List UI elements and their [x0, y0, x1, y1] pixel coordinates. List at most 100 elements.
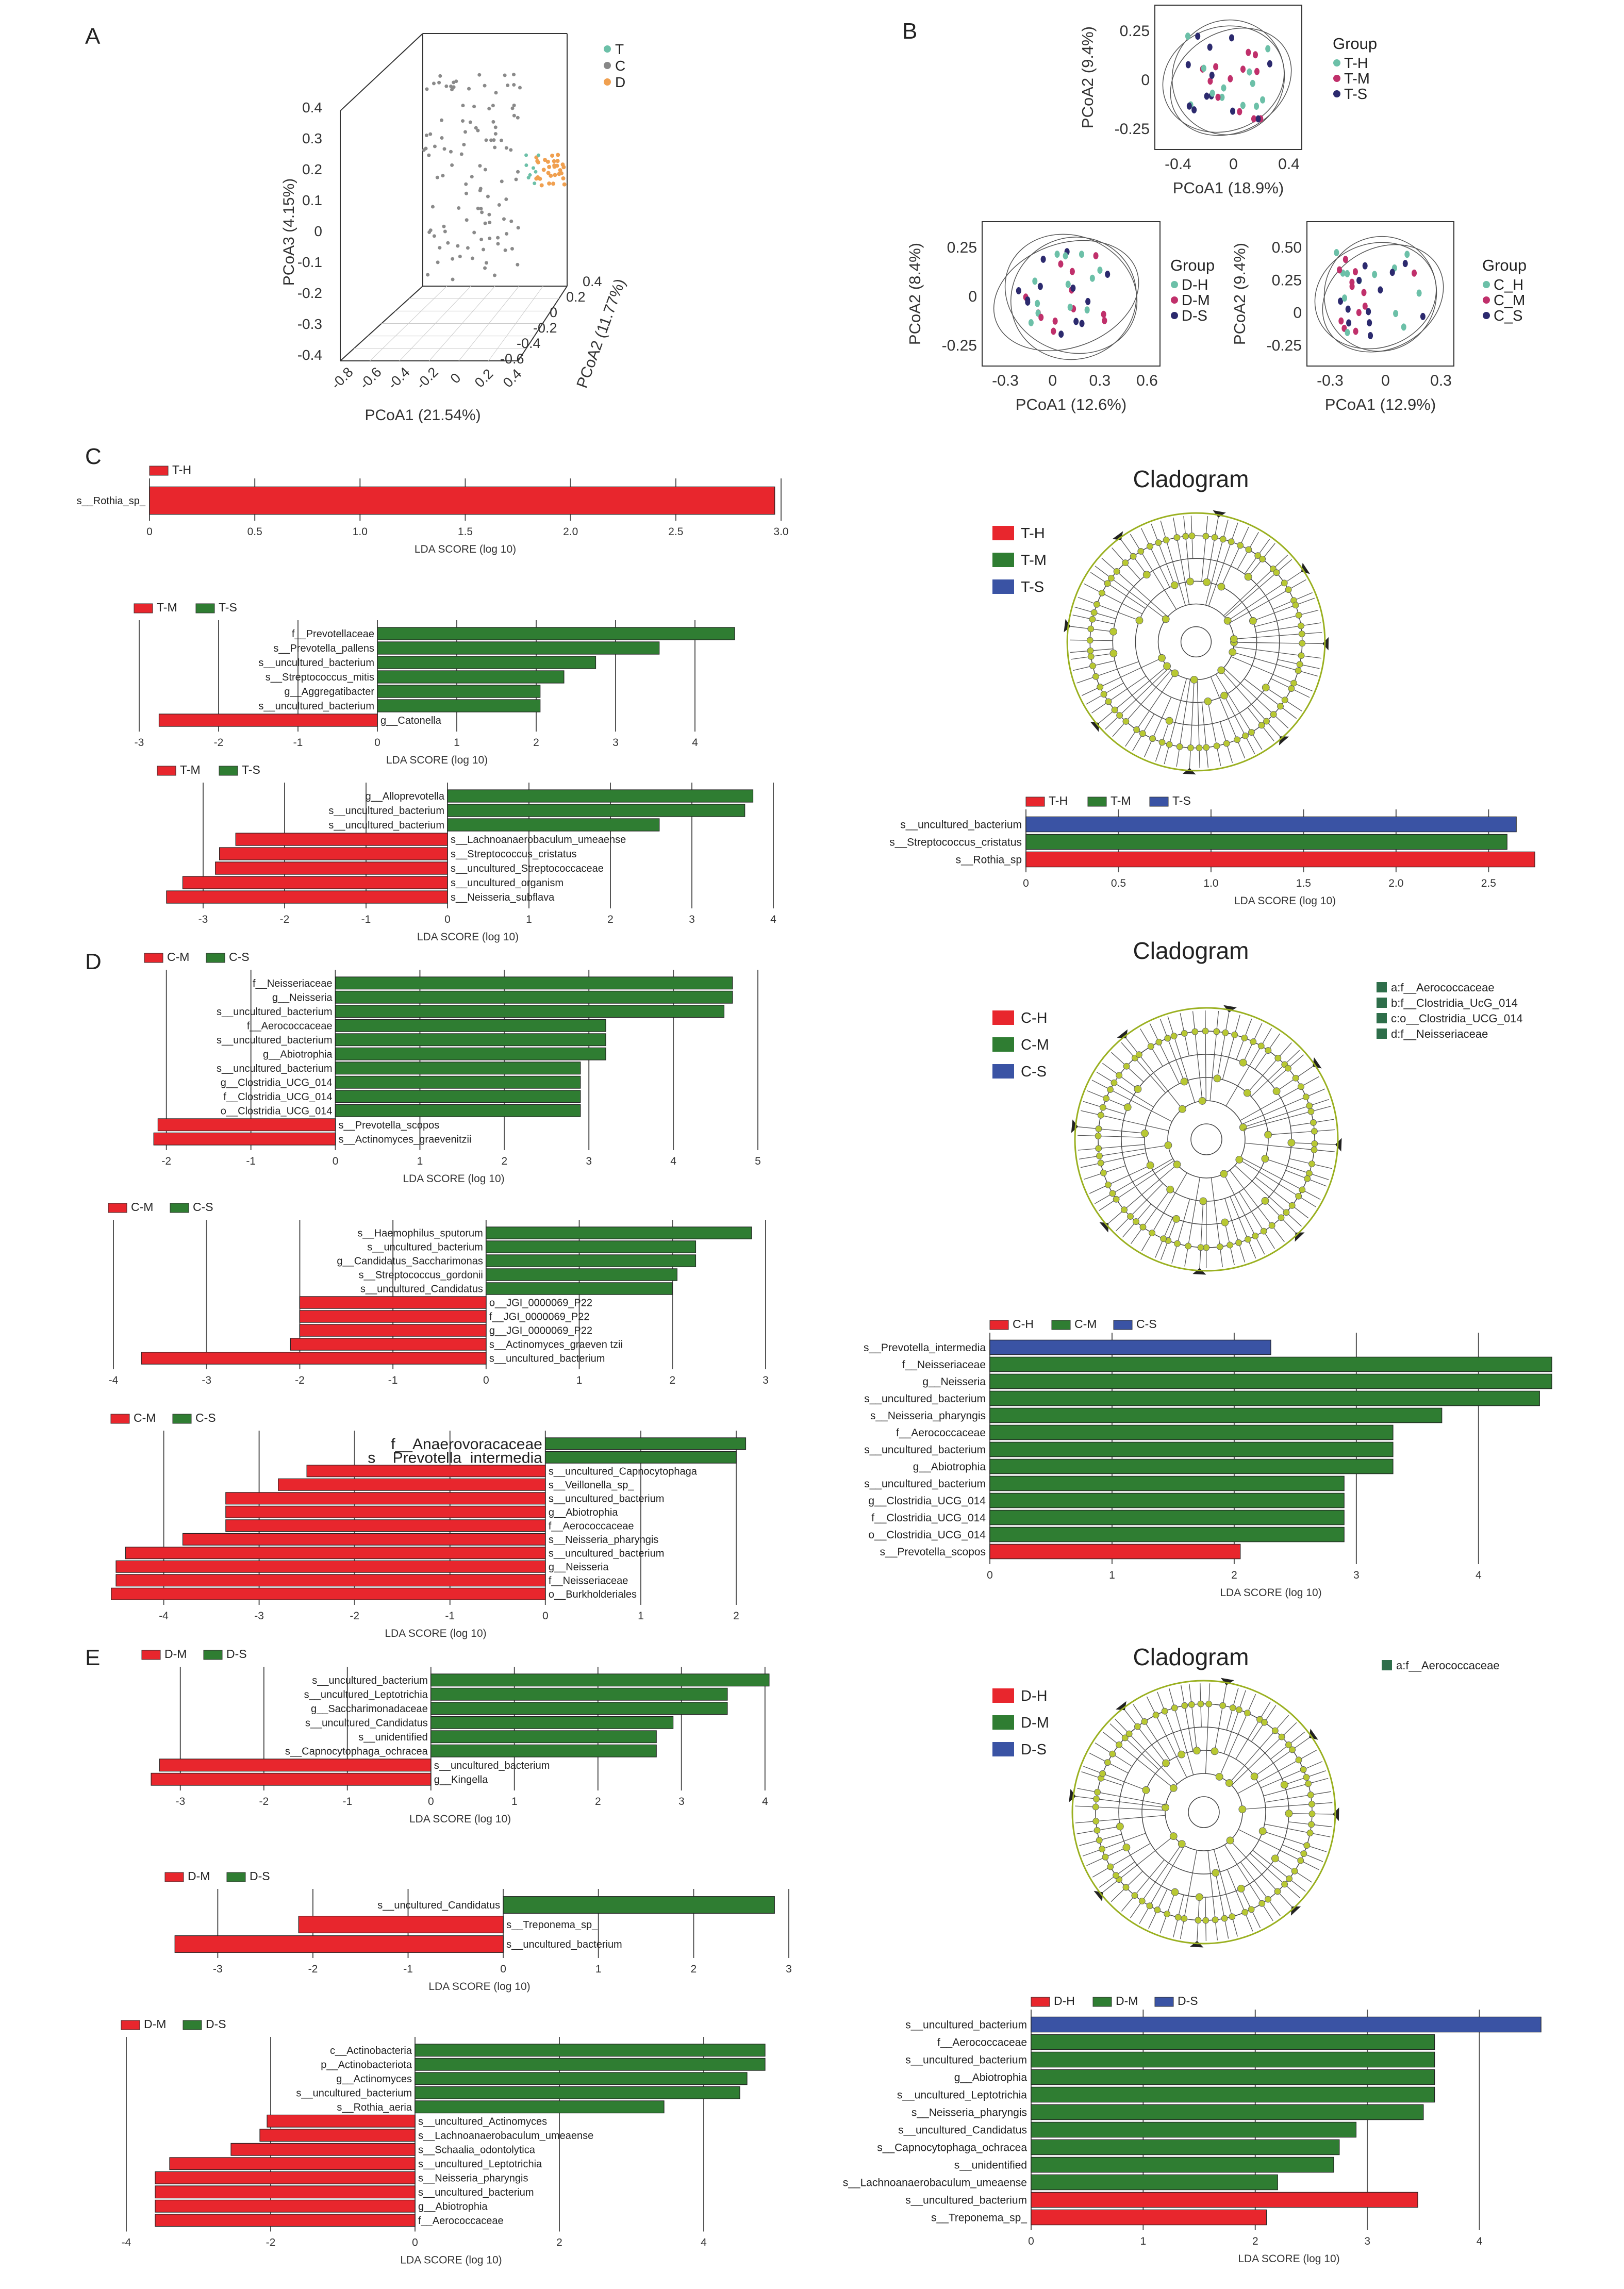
tick-label: 1.5 — [458, 526, 473, 538]
point-c — [472, 105, 476, 109]
tree-branch — [1224, 695, 1255, 754]
tick-label: 3 — [763, 1374, 769, 1386]
point — [1101, 310, 1106, 318]
bar — [151, 1772, 432, 1786]
tree-node — [1096, 1837, 1103, 1844]
tree-node — [1265, 1896, 1271, 1903]
bar-label: s__uncultured_bacterium — [489, 1353, 605, 1365]
legend-label: C_M — [1494, 292, 1525, 309]
tick-label: -2 — [214, 737, 224, 749]
tree-node — [1296, 661, 1303, 668]
tick-label: -1 — [342, 1796, 352, 1807]
bar — [153, 1132, 336, 1146]
tick-label: 2 — [607, 914, 614, 925]
tree-node — [1297, 1857, 1304, 1864]
tick-label: 1.0 — [353, 526, 368, 538]
plot-frame — [1306, 221, 1454, 367]
group-ellipse — [1004, 234, 1138, 354]
tree-branch — [1144, 696, 1172, 757]
point-c — [510, 247, 514, 251]
y-tick-label: -0.4 — [517, 336, 541, 351]
tick-label: 4 — [762, 1796, 768, 1807]
tick-label: -1 — [403, 1963, 413, 1975]
tick-label: 0 — [1023, 877, 1029, 889]
tree-node — [1171, 669, 1179, 677]
tick-label: -2 — [308, 1963, 318, 1975]
point — [1361, 289, 1367, 296]
bar-label: o__Clostridia_UCG_014 — [221, 1105, 333, 1117]
point-c — [480, 210, 484, 214]
bar — [125, 1547, 546, 1560]
bar-label: s__uncultured_bacterium — [418, 2187, 534, 2198]
point-c — [438, 246, 442, 250]
point-c — [487, 107, 491, 111]
tree-node — [1288, 685, 1295, 692]
tree-node — [1265, 1047, 1272, 1054]
y-tick-label: -0.25 — [942, 337, 977, 354]
legend-label: C-M — [167, 950, 189, 964]
tick-label: 0 — [483, 1374, 489, 1386]
legend-label: C-M — [1021, 1037, 1049, 1053]
tick-label: 0.5 — [1111, 877, 1126, 889]
tree-node — [1285, 1810, 1293, 1818]
z-tick-label: 0.4 — [302, 99, 322, 115]
tree-node — [1261, 1155, 1269, 1163]
bar — [377, 627, 735, 640]
tree-branch — [1075, 1805, 1166, 1811]
y-tick-label: 0 — [550, 305, 557, 320]
tree-branch — [1230, 1840, 1292, 1907]
tree-node — [1135, 617, 1144, 624]
point — [1356, 309, 1362, 317]
tree-branch — [1222, 1015, 1240, 1080]
bar-label: s__uncultured_bacterium — [328, 820, 444, 831]
point-t — [528, 173, 532, 177]
y-tick-label: 0.2 — [566, 289, 586, 305]
tick-label: -1 — [361, 914, 371, 925]
tick-label: -2 — [266, 2237, 276, 2249]
x-axis-label: PCoA1 (18.9%) — [1173, 179, 1284, 197]
tick-label: 0 — [987, 1569, 993, 1581]
tree-branch — [1183, 516, 1191, 582]
bar — [155, 2171, 416, 2184]
point-c — [494, 91, 498, 95]
tree-node — [1302, 1093, 1310, 1101]
annotation-swatch — [1382, 1660, 1392, 1670]
point-c — [464, 182, 468, 186]
bar — [1031, 2157, 1334, 2173]
point-d — [552, 163, 557, 168]
bar — [486, 1226, 752, 1239]
y-tick-label: -0.6 — [500, 351, 524, 367]
tree-branch — [1075, 1796, 1166, 1808]
y-tick-label: 0.50 — [1272, 239, 1302, 256]
point — [1404, 251, 1410, 258]
tick-label: 1 — [511, 1796, 518, 1807]
tick-label: 1 — [638, 1610, 644, 1622]
tree-node — [1239, 1123, 1247, 1132]
tree-node — [1137, 548, 1145, 555]
tree-branch — [1095, 1158, 1173, 1204]
x-axis-label: LDA SCORE (log 10) — [386, 754, 488, 766]
tree-node — [1098, 589, 1105, 596]
legend-swatch — [992, 1688, 1014, 1703]
annotation-label: a:f__Aerococcaceae — [1396, 1659, 1500, 1672]
point-c — [458, 254, 462, 258]
tree-node — [1234, 736, 1240, 743]
tree-node — [1271, 1854, 1279, 1863]
tree-branch — [1130, 1844, 1182, 1918]
bar — [299, 1310, 487, 1323]
tree-node — [1093, 601, 1100, 608]
tree-node — [1219, 1702, 1227, 1709]
tree-node — [1122, 1884, 1130, 1891]
tree-branch — [1234, 1165, 1302, 1227]
tree-node — [1291, 1867, 1298, 1875]
plot-frame — [982, 221, 1161, 367]
tree-node — [1308, 1810, 1316, 1817]
tick-label: -2 — [259, 1796, 269, 1807]
tree-branch — [1255, 1176, 1309, 1219]
tree-node — [1092, 673, 1099, 680]
tree-node — [1304, 1175, 1311, 1182]
point — [1102, 317, 1107, 324]
point — [1105, 271, 1111, 278]
point-c — [516, 170, 520, 174]
point-d — [535, 159, 540, 163]
